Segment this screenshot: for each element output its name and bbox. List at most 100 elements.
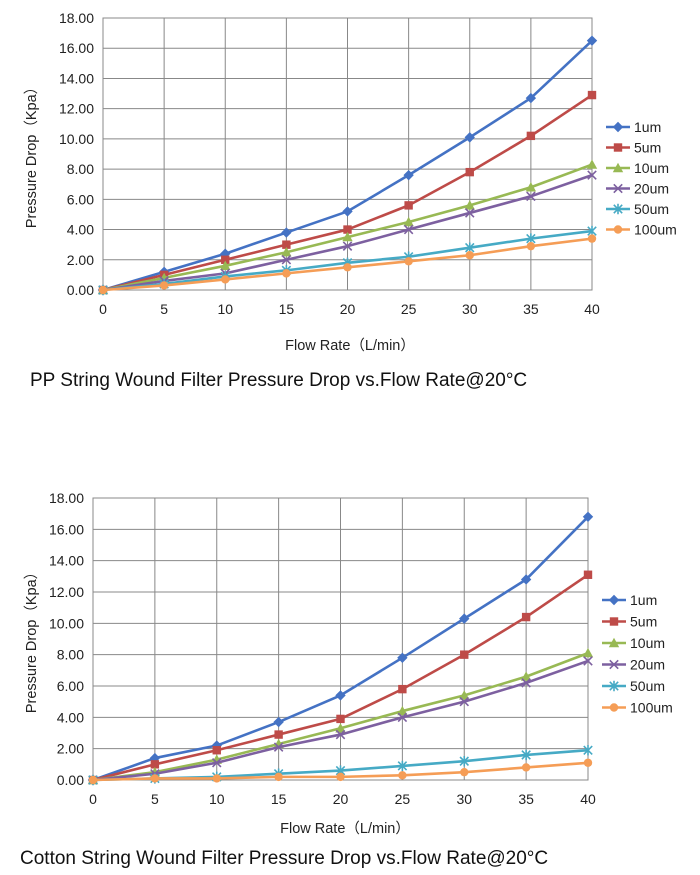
y-tick-label: 4.00 — [57, 709, 84, 725]
data-point-10um — [403, 216, 414, 227]
data-point-20um — [521, 678, 531, 688]
data-point-1um — [582, 511, 594, 522]
data-point-100um — [88, 775, 98, 785]
y-tick-label: 16.00 — [59, 40, 94, 56]
data-point-100um — [465, 251, 474, 260]
legend-item-5um: 5um — [602, 614, 657, 630]
legend-label: 50um — [634, 201, 669, 217]
data-point-5um — [221, 255, 230, 264]
y-tick-label: 14.00 — [59, 70, 94, 86]
y-tick-label: 14.00 — [49, 553, 84, 569]
data-point-1um — [211, 740, 222, 751]
x-tick-label: 15 — [279, 301, 295, 317]
data-point-20um — [583, 656, 593, 666]
data-point-20um — [526, 191, 536, 202]
data-point-100um — [583, 758, 593, 767]
data-point-10um — [459, 690, 470, 700]
data-point-20um — [273, 742, 284, 752]
legend-item-10um: 10um — [606, 160, 669, 176]
legend-marker — [612, 121, 624, 133]
data-point-1um — [520, 574, 532, 585]
data-point-10um — [525, 182, 537, 192]
data-point-5um — [282, 240, 291, 249]
y-tick-label: 8.00 — [57, 647, 84, 663]
data-point-100um — [274, 772, 283, 782]
data-point-5um — [583, 570, 593, 579]
data-point-20um — [342, 241, 353, 251]
data-point-5um — [336, 714, 345, 724]
x-tick-label: 20 — [333, 791, 349, 807]
y-tick-label: 10.00 — [59, 131, 94, 147]
legend-marker — [609, 680, 619, 692]
legend-item-100um: 100um — [606, 222, 677, 238]
legend-marker — [613, 203, 623, 215]
x-tick-label: 20 — [340, 301, 356, 317]
data-point-5um — [398, 684, 407, 694]
y-tick-label: 12.00 — [49, 584, 84, 600]
legend-label: 100um — [634, 222, 677, 238]
x-axis-title: Flow Rate（L/min） — [285, 337, 415, 354]
data-point-100um — [460, 767, 469, 777]
data-point-100um — [150, 774, 160, 783]
data-point-5um — [521, 612, 531, 622]
legend-label: 5um — [630, 614, 657, 630]
data-point-5um — [274, 730, 283, 739]
x-tick-label: 35 — [518, 791, 534, 807]
x-tick-label: 25 — [401, 301, 417, 317]
data-point-10um — [464, 200, 475, 210]
y-tick-label: 8.00 — [67, 161, 94, 177]
legend-item-50um: 50um — [602, 678, 665, 694]
data-point-100um — [212, 774, 221, 783]
data-point-5um — [526, 131, 536, 141]
y-tick-label: 0.00 — [57, 772, 84, 788]
legend-marker — [609, 659, 619, 670]
data-point-10um — [520, 671, 532, 681]
x-tick-label: 35 — [523, 301, 539, 317]
x-tick-label: 10 — [217, 301, 233, 317]
legend-marker — [613, 225, 623, 234]
y-axis-title: Pressure Drop（Kpa） — [23, 80, 40, 228]
data-point-100um — [98, 285, 108, 295]
legend-marker — [609, 617, 619, 626]
data-point-100um — [526, 241, 536, 251]
y-tick-label: 2.00 — [67, 252, 94, 268]
data-point-20um — [464, 208, 475, 218]
data-point-100um — [398, 771, 407, 780]
data-point-1um — [464, 132, 475, 143]
legend-item-5um: 5um — [606, 140, 661, 156]
legend-label: 100um — [630, 700, 673, 716]
y-tick-label: 2.00 — [57, 741, 84, 757]
data-point-1um — [281, 227, 292, 238]
data-point-50um — [583, 745, 593, 756]
data-point-20um — [403, 224, 414, 235]
data-point-10um — [397, 705, 408, 716]
legend-item-20um: 20um — [606, 181, 669, 197]
data-point-1um — [273, 716, 284, 728]
data-point-20um — [281, 255, 292, 265]
x-tick-label: 15 — [271, 791, 287, 807]
cotton-filter-chart: 0.00 2.00 4.00 6.00 8.00 10.00 12.00 14.00 16.00… — [0, 480, 700, 875]
data-point-20um — [397, 712, 408, 723]
legend-label: 20um — [630, 657, 665, 673]
x-tick-label: 0 — [89, 791, 97, 807]
y-axis-title: Pressure Drop（Kpa） — [23, 565, 40, 713]
data-point-1um — [342, 206, 353, 217]
data-point-1um — [586, 35, 598, 46]
x-tick-label: 40 — [580, 791, 596, 807]
data-point-100um — [404, 257, 413, 266]
pp-filter-chart: 0.00 2.00 4.00 6.00 8.00 10.00 12.00 14.00 16.00… — [0, 0, 700, 430]
legend-item-20um: 20um — [602, 657, 665, 673]
y-tick-label: 18.00 — [49, 490, 84, 506]
data-point-100um — [159, 281, 169, 290]
legend-marker — [613, 143, 623, 152]
y-tick-label: 18.00 — [59, 10, 94, 26]
data-point-1um — [149, 752, 161, 764]
data-point-10um — [342, 231, 353, 242]
data-point-100um — [221, 275, 230, 284]
data-point-50um — [521, 749, 531, 761]
data-point-20um — [211, 758, 222, 768]
cotton-filter-chart-svg: 0.00 2.00 4.00 6.00 8.00 10.00 12.00 14.00 16.00… — [23, 490, 673, 837]
data-point-10um — [281, 247, 292, 257]
legend-marker — [608, 594, 620, 606]
data-point-5um — [404, 201, 413, 210]
